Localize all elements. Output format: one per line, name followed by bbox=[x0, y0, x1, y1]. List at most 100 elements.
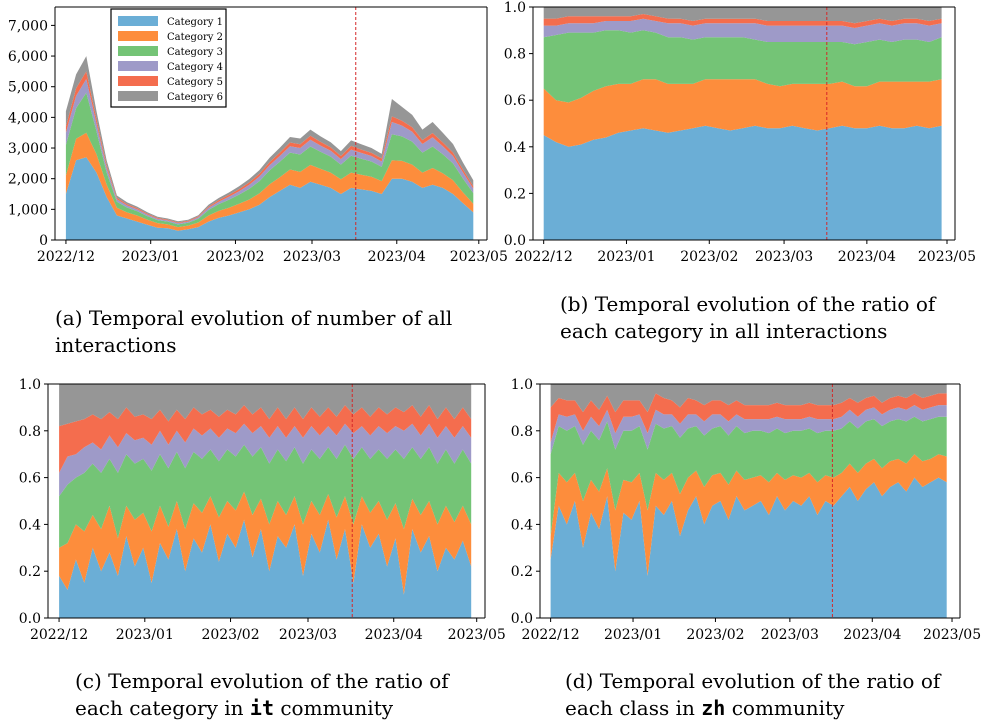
area-category-1 bbox=[65, 157, 474, 240]
x-tick-label: 2023/03 bbox=[755, 249, 813, 265]
y-tick-label: 0.0 bbox=[19, 611, 41, 627]
y-tick-label: 0.4 bbox=[511, 517, 533, 533]
area-category-1 bbox=[59, 519, 472, 618]
area-category-5 bbox=[550, 393, 947, 443]
panel-c: 0.0 0.2 0.4 0.6 0.8 1.0 2022/12 2023/01 2023/02 2… bbox=[0, 370, 506, 643]
caption-d-line2-post: community bbox=[725, 696, 845, 720]
legend-swatch-category-3 bbox=[118, 46, 158, 56]
area-category-2 bbox=[543, 79, 942, 147]
area-category-6 bbox=[59, 384, 472, 427]
x-tick-label: 2023/02 bbox=[686, 627, 744, 643]
caption-d-line1: (d) Temporal evolution of the ratio of bbox=[565, 669, 941, 693]
caption-c-line1: (c) Temporal evolution of the ratio of bbox=[75, 669, 449, 693]
legend-label-category-5: Category 5 bbox=[167, 77, 223, 88]
caption-d-line2-pre: each class in bbox=[565, 696, 702, 720]
y-tick-label: 6,000 bbox=[8, 49, 48, 65]
area-category-3 bbox=[59, 444, 472, 548]
x-tick-label: 2023/01 bbox=[122, 249, 180, 265]
x-tick-label: 2023/01 bbox=[116, 627, 174, 643]
y-tick-label: 5,000 bbox=[8, 80, 48, 96]
caption-b-line1: (b) Temporal evolution of the ratio of bbox=[560, 292, 936, 316]
x-tick-label: 2023/05 bbox=[923, 627, 981, 643]
legend-label-category-3: Category 3 bbox=[167, 47, 223, 58]
y-tick-label: 0.0 bbox=[504, 233, 526, 249]
area-category-6 bbox=[543, 7, 942, 24]
area-category-1 bbox=[550, 477, 947, 618]
y-tick-label: 3,000 bbox=[8, 141, 48, 157]
panel-d: 0.0 0.2 0.4 0.6 0.8 1.0 2022/12 2023/01 2023/02 2… bbox=[490, 370, 981, 643]
x-tick-label: 2023/02 bbox=[680, 249, 738, 265]
area-category-4 bbox=[59, 423, 472, 497]
y-tick-label: 0.2 bbox=[19, 564, 41, 580]
y-tick-label: 7,000 bbox=[8, 18, 48, 34]
y-tick-label: 1.0 bbox=[19, 377, 41, 393]
area-category-2 bbox=[59, 491, 472, 595]
y-tick-label: 0.4 bbox=[504, 140, 526, 156]
x-tick-label: 2022/12 bbox=[515, 249, 573, 265]
x-tick-label: 2023/05 bbox=[448, 627, 506, 643]
y-tick-label: 0.2 bbox=[504, 186, 526, 202]
y-tick-label: 0.4 bbox=[19, 517, 41, 533]
legend-swatch-category-4 bbox=[118, 61, 158, 71]
caption-c-line2: each category in it community bbox=[75, 695, 449, 722]
chart-d: 0.0 0.2 0.4 0.6 0.8 1.0 2022/12 2023/01 2023/02 2… bbox=[511, 377, 981, 643]
legend-swatch-category-5 bbox=[118, 76, 158, 86]
y-tick-label: 1,000 bbox=[8, 202, 48, 218]
y-tick-label: 1.0 bbox=[504, 0, 526, 16]
caption-d-line2: each class in zh community bbox=[565, 695, 940, 722]
x-tick-label: 2023/04 bbox=[368, 249, 426, 265]
x-tick-label: 2023/05 bbox=[918, 249, 976, 265]
area-category-2 bbox=[550, 454, 947, 576]
legend-label-category-4: Category 4 bbox=[167, 62, 223, 73]
x-tick-label: 2023/03 bbox=[279, 627, 337, 643]
area-category-6 bbox=[550, 384, 947, 413]
area-category-4 bbox=[543, 18, 942, 45]
caption-a-line1: (a) Temporal evolution of number of all bbox=[55, 306, 453, 330]
x-tick-label: 2023/02 bbox=[201, 627, 259, 643]
y-tick-label: 0.0 bbox=[511, 611, 533, 627]
legend-swatch-category-1 bbox=[118, 16, 158, 26]
x-tick-label: 2023/03 bbox=[283, 249, 341, 265]
y-tick-label: 0.8 bbox=[19, 424, 41, 440]
legend-label-category-6: Category 6 bbox=[167, 92, 223, 103]
x-tick-label: 2023/01 bbox=[604, 627, 662, 643]
area-category-5 bbox=[543, 14, 942, 28]
x-tick-label: 2023/04 bbox=[365, 627, 423, 643]
y-tick-label: 0.8 bbox=[504, 47, 526, 63]
y-tick-label: 0.2 bbox=[511, 564, 533, 580]
area-category-3 bbox=[543, 30, 942, 103]
x-tick-label: 2022/12 bbox=[30, 627, 88, 643]
y-tick-label: 2,000 bbox=[8, 172, 48, 188]
caption-b-line2: each category in all interactions bbox=[560, 319, 888, 343]
y-tick-label: 0.6 bbox=[504, 93, 526, 109]
x-tick-label: 2023/01 bbox=[597, 249, 655, 265]
legend-swatch-category-2 bbox=[118, 31, 158, 41]
x-tick-label: 2023/04 bbox=[843, 627, 901, 643]
y-tick-label: 0 bbox=[39, 233, 48, 249]
area-category-1 bbox=[543, 125, 942, 240]
caption-d-community-code: zh bbox=[701, 696, 726, 720]
panel-b: 0.0 0.2 0.4 0.6 0.8 1.0 2022/12 2023/01 2023/02 2… bbox=[490, 0, 981, 270]
chart-a: 0 1,000 2,000 3,000 4,000 5,000 6,000 7,000 2022… bbox=[8, 6, 508, 265]
y-tick-label: 1.0 bbox=[511, 377, 533, 393]
y-tick-label: 0.6 bbox=[511, 471, 533, 487]
caption-c: (c) Temporal evolution of the ratio of e… bbox=[75, 668, 449, 722]
caption-b: (b) Temporal evolution of the ratio of e… bbox=[560, 291, 935, 345]
area-category-3 bbox=[550, 416, 947, 537]
legend-label-category-2: Category 2 bbox=[167, 32, 223, 43]
caption-a: (a) Temporal evolution of number of all … bbox=[55, 305, 452, 359]
caption-a-line2: interactions bbox=[55, 333, 177, 357]
panel-a: 0 1,000 2,000 3,000 4,000 5,000 6,000 7,000 2022… bbox=[0, 0, 508, 270]
chart-b: 0.0 0.2 0.4 0.6 0.8 1.0 2022/12 2023/01 2023/02 2… bbox=[504, 0, 976, 265]
y-tick-label: 0.6 bbox=[19, 471, 41, 487]
x-tick-label: 2022/12 bbox=[37, 249, 95, 265]
caption-c-line2-pre: each category in bbox=[75, 696, 250, 720]
legend-swatch-category-6 bbox=[118, 91, 158, 101]
area-category-5 bbox=[59, 405, 472, 473]
caption-c-community-code: it bbox=[249, 696, 274, 720]
caption-d: (d) Temporal evolution of the ratio of e… bbox=[565, 668, 940, 722]
x-tick-label: 2023/03 bbox=[761, 627, 819, 643]
x-tick-label: 2023/04 bbox=[838, 249, 896, 265]
x-tick-label: 2023/02 bbox=[206, 249, 264, 265]
area-category-3 bbox=[65, 92, 474, 228]
